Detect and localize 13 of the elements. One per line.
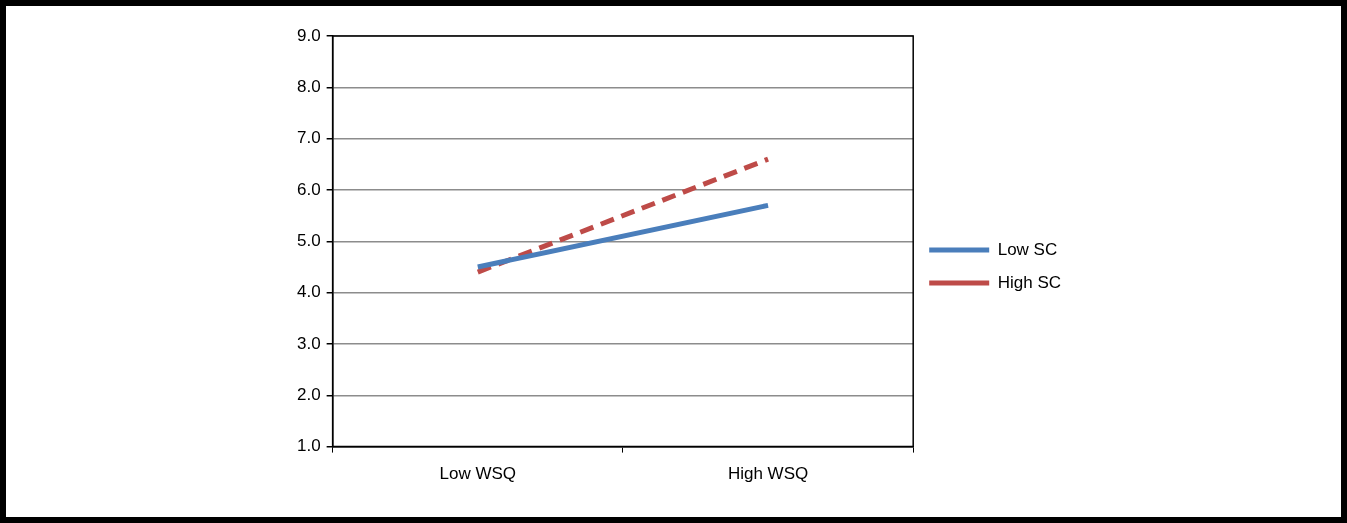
y-tick-label: 3.0 bbox=[296, 333, 321, 353]
y-tick-label: 7.0 bbox=[296, 128, 321, 148]
y-tick-label: 9.0 bbox=[296, 25, 321, 45]
y-tick-label: 1.0 bbox=[296, 436, 321, 456]
y-tick-label: 4.0 bbox=[296, 282, 321, 302]
legend-label: High SC bbox=[997, 272, 1062, 292]
y-tick-label: 5.0 bbox=[296, 230, 321, 250]
y-tick-label: 6.0 bbox=[296, 179, 321, 199]
y-tick-label: 8.0 bbox=[296, 77, 321, 97]
y-tick-label: 2.0 bbox=[296, 384, 321, 404]
x-tick-label: Low WSQ bbox=[439, 464, 517, 484]
x-tick-label: High WSQ bbox=[727, 464, 809, 484]
legend-label: Low SC bbox=[997, 239, 1058, 259]
